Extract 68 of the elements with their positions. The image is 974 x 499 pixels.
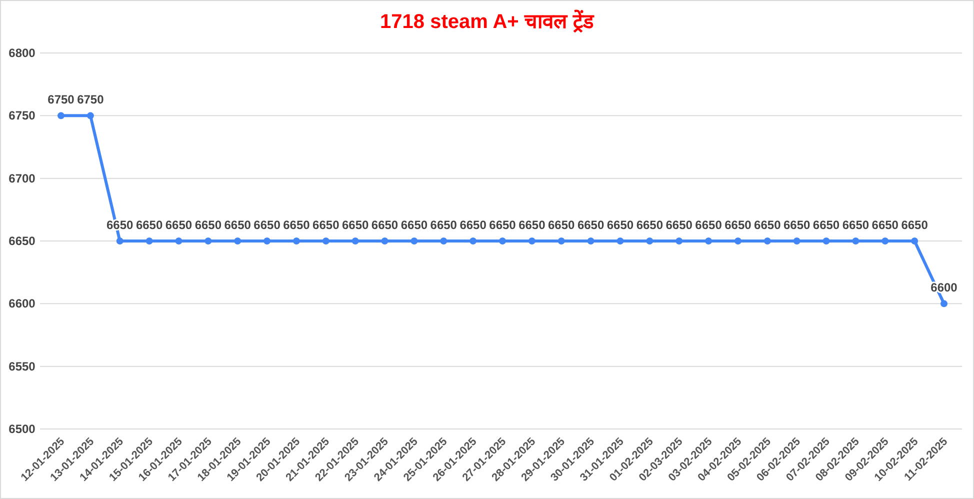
point	[499, 238, 506, 244]
point	[882, 238, 889, 244]
point	[204, 238, 212, 244]
y-tick-label: 6600	[8, 296, 36, 311]
point	[705, 238, 712, 244]
data-label: 6750	[77, 92, 104, 107]
point	[646, 238, 654, 244]
y-tick-label: 6700	[8, 171, 36, 186]
data-label: 6650	[518, 218, 546, 232]
data-label: 6650	[577, 218, 604, 232]
data-label: 6650	[194, 218, 222, 232]
chart-title: 1718 steam A+ चावल ट्रेंड	[380, 9, 595, 33]
point	[734, 238, 742, 244]
data-label: 6650	[754, 218, 782, 232]
data-label: 6750	[48, 92, 75, 107]
point	[352, 238, 359, 244]
point	[234, 238, 242, 244]
data-label: 6650	[254, 218, 281, 232]
point	[558, 238, 565, 244]
point	[86, 112, 94, 120]
point	[175, 238, 182, 244]
y-tick-label: 6650	[8, 234, 36, 248]
point	[440, 238, 448, 244]
data-label: 6650	[548, 218, 576, 232]
point	[676, 238, 683, 244]
point	[793, 238, 800, 244]
data-label: 6650	[342, 218, 370, 232]
y-tick-label: 6550	[8, 359, 36, 374]
data-label: 6650	[489, 218, 516, 232]
data-label: 6650	[606, 218, 634, 232]
point	[616, 238, 624, 244]
data-label: 6650	[224, 218, 252, 232]
data-label: 6650	[371, 218, 398, 232]
data-label: 6650	[724, 218, 752, 232]
point	[470, 238, 477, 244]
data-label: 6650	[636, 218, 664, 232]
data-label: 6650	[666, 218, 693, 232]
point	[322, 238, 330, 244]
point	[264, 238, 271, 244]
data-label: 6650	[460, 218, 487, 232]
data-label: 6650	[812, 218, 840, 232]
point	[116, 238, 124, 244]
data-label: 6650	[283, 218, 310, 232]
y-tick-label: 6500	[8, 422, 36, 436]
point	[911, 238, 918, 244]
point	[852, 238, 860, 244]
data-label: 6650	[136, 218, 163, 232]
y-tick-label: 6800	[8, 46, 36, 60]
data-label: 6650	[872, 218, 899, 232]
point	[58, 112, 64, 120]
point	[528, 238, 536, 244]
point	[764, 238, 771, 244]
point	[292, 238, 300, 244]
point	[940, 300, 948, 308]
point	[381, 238, 388, 244]
data-label: 6650	[901, 218, 928, 232]
data-label: 6650	[312, 218, 340, 232]
data-label: 6650	[430, 218, 458, 232]
data-label: 6650	[783, 218, 811, 232]
data-label: 6650	[695, 218, 722, 232]
point	[146, 238, 153, 244]
y-tick-label: 6750	[8, 108, 36, 123]
data-label: 6650	[400, 218, 428, 232]
data-label: 6650	[842, 218, 870, 232]
point	[410, 238, 418, 244]
point	[822, 238, 830, 244]
data-label: 6650	[165, 218, 192, 232]
point	[587, 238, 594, 244]
